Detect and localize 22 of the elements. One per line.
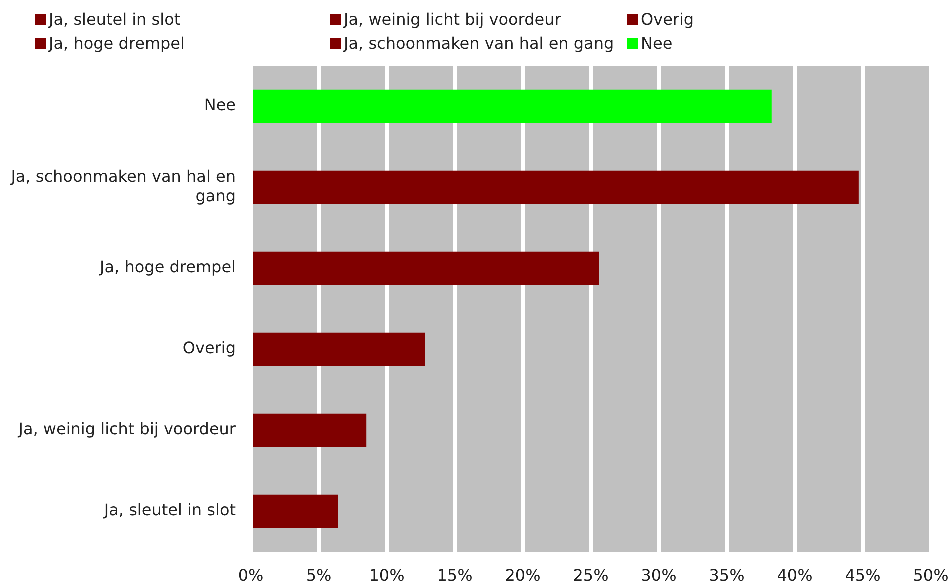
- y-tick-label: Ja, sleutel in slot: [103, 500, 236, 520]
- x-tick-label: 10%: [369, 566, 405, 585]
- legend-label: Nee: [641, 34, 673, 53]
- y-tick-label: Ja, schoonmaken van hal en gang: [10, 167, 236, 206]
- x-tick-label: 35%: [709, 566, 745, 585]
- x-tick-label: 5%: [306, 566, 332, 585]
- y-tick-label: Nee: [204, 96, 236, 115]
- x-tick-label: 0%: [238, 566, 264, 585]
- legend-label: Overig: [641, 10, 694, 29]
- y-tick-label: Overig: [182, 338, 236, 358]
- x-tick-label: 40%: [777, 566, 813, 585]
- x-tick-label: 50%: [913, 566, 949, 585]
- y-tick-label: Ja, weinig licht bij voordeur: [18, 420, 236, 439]
- x-tick-label: 30%: [641, 566, 677, 585]
- x-tick-label: 20%: [505, 566, 541, 585]
- x-tick-label: 25%: [573, 566, 609, 585]
- x-tick-label: 45%: [845, 566, 881, 585]
- legend-label: Ja, schoonmaken van hal en gang: [344, 34, 614, 53]
- y-tick-label: Ja, hoge drempel: [99, 258, 236, 277]
- legend-label: Ja, weinig licht bij voordeur: [344, 10, 562, 29]
- legend-label: Ja, sleutel in slot: [49, 10, 181, 29]
- x-tick-label: 15%: [437, 566, 473, 585]
